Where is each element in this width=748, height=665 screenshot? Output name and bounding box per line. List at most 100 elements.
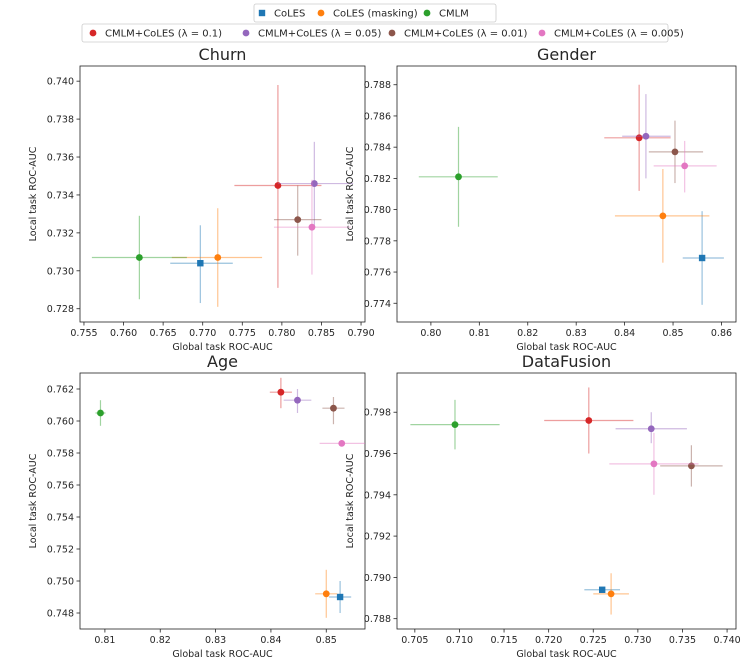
data-point-cmlm-coles-lambda-0005 bbox=[681, 162, 689, 170]
data-point-cmlm-coles-lambda-005 bbox=[310, 180, 318, 187]
y-tick-label: 0.798 bbox=[364, 408, 391, 419]
point-group-coles bbox=[170, 225, 233, 304]
legend-marker-coles bbox=[258, 9, 266, 17]
y-tick-label: 0.750 bbox=[47, 577, 74, 588]
legend-marker-cmlm-coles-lambda-005 bbox=[242, 29, 250, 37]
panel-frame bbox=[396, 372, 737, 630]
legend-entry-cmlm-coles-lambda-005: CMLM+CoLES (λ = 0.05) bbox=[242, 29, 382, 40]
y-tick-label: 0.762 bbox=[47, 385, 74, 396]
y-axis-label: Local task ROC-AUC bbox=[345, 453, 356, 548]
point-group-cmlm-coles-lambda-001 bbox=[322, 397, 345, 425]
x-tick-label: 0.80 bbox=[420, 328, 441, 339]
panel-title: Churn bbox=[199, 45, 247, 64]
point-group-cmlm-coles-lambda-005 bbox=[622, 94, 671, 179]
y-tick-label: 0.730 bbox=[47, 266, 74, 277]
x-tick-label: 0.790 bbox=[347, 328, 374, 339]
x-tick-label: 0.730 bbox=[624, 635, 651, 646]
y-tick-label: 0.736 bbox=[47, 153, 74, 164]
y-tick-label: 0.760 bbox=[47, 417, 74, 428]
y-axis-label: Local task ROC-AUC bbox=[28, 146, 39, 241]
data-point-cmlm-coles-lambda-001 bbox=[330, 404, 337, 412]
point-group-cmlm-coles-lambda-005 bbox=[277, 141, 354, 228]
data-point-cmlm bbox=[97, 409, 104, 417]
y-tick-label: 0.796 bbox=[364, 449, 391, 460]
panel-gender: Gender 0.80 0.81 0.82 0.83 0.84 0.85 0.86 0.774 0… bbox=[345, 45, 737, 353]
x-tick-label: 0.705 bbox=[401, 635, 428, 646]
legend-label: CMLM+CoLES (λ = 0.1) bbox=[105, 29, 222, 40]
x-tick-label: 0.82 bbox=[517, 328, 538, 339]
data-point-cmlm-coles-lambda-01 bbox=[274, 182, 282, 189]
data-point-coles bbox=[336, 593, 344, 601]
point-group-cmlm-coles-lambda-001 bbox=[660, 445, 723, 487]
point-group-cmlm-coles-lambda-01 bbox=[544, 387, 634, 454]
data-point-cmlm bbox=[455, 173, 462, 181]
legend-marker-cmlm bbox=[423, 9, 431, 17]
data-point-cmlm-coles-lambda-01 bbox=[635, 134, 643, 142]
legend-box-row1 bbox=[253, 3, 497, 23]
x-axis-label: Global task ROC-AUC bbox=[516, 649, 617, 660]
data-point-cmlm-coles-lambda-005 bbox=[647, 425, 655, 433]
point-group-cmlm-coles-lambda-001 bbox=[273, 185, 322, 256]
y-tick-label: 0.786 bbox=[364, 111, 391, 122]
y-tick-label: 0.754 bbox=[47, 513, 74, 524]
legend-marker-cmlm-coles-lambda-01 bbox=[89, 29, 97, 37]
y-tick-label: 0.780 bbox=[364, 205, 391, 216]
panel-datafusion: DataFusion 0.705 0.710 0.715 0.720 0.725 0.730… bbox=[345, 352, 741, 660]
y-tick-label: 0.734 bbox=[47, 190, 74, 201]
point-group-cmlm-coles-lambda-005 bbox=[283, 389, 312, 413]
point-group-cmlm-coles-lambda-0005 bbox=[653, 140, 717, 193]
point-group-cmlm bbox=[418, 126, 498, 227]
x-tick-label: 0.735 bbox=[669, 635, 696, 646]
legend-marker-cmlm-coles-lambda-0005 bbox=[538, 29, 546, 37]
data-point-coles bbox=[598, 586, 606, 593]
data-point-cmlm-coles-lambda-01 bbox=[277, 388, 285, 396]
y-tick-label: 0.794 bbox=[364, 490, 391, 501]
x-tick-label: 0.715 bbox=[490, 635, 517, 646]
panel-title: Gender bbox=[537, 45, 596, 64]
x-tick-label: 0.720 bbox=[535, 635, 562, 646]
point-group-cmlm-coles-lambda-0005 bbox=[273, 179, 351, 275]
x-tick-label: 0.775 bbox=[229, 328, 256, 339]
point-group-cmlm-coles-lambda-001 bbox=[648, 120, 704, 184]
data-point-coles-masking bbox=[659, 212, 667, 220]
point-group-cmlm bbox=[95, 400, 106, 426]
y-tick-label: 0.778 bbox=[364, 236, 391, 247]
panel-frame bbox=[79, 372, 366, 630]
panel-churn: Churn 0.755 0.760 0.765 0.770 0.775 0.780 0.785… bbox=[28, 45, 375, 353]
data-point-cmlm-coles-lambda-0005 bbox=[308, 223, 316, 231]
x-tick-label: 0.740 bbox=[713, 635, 740, 646]
legend-marker-coles-masking bbox=[317, 9, 325, 17]
legend-marker-cmlm-coles-lambda-001 bbox=[388, 29, 396, 37]
legend-entry-coles: CoLES bbox=[258, 9, 305, 20]
x-tick-label: 0.82 bbox=[150, 635, 171, 646]
point-group-cmlm-coles-lambda-0005 bbox=[319, 440, 365, 447]
point-group-coles bbox=[584, 586, 621, 593]
y-tick-label: 0.756 bbox=[47, 481, 74, 492]
legend-box-row2 bbox=[81, 23, 669, 43]
data-point-cmlm-coles-lambda-001 bbox=[671, 148, 679, 156]
y-axis-label: Local task ROC-AUC bbox=[345, 146, 356, 241]
legend-entry-cmlm: CMLM bbox=[423, 9, 469, 20]
y-tick-label: 0.774 bbox=[364, 299, 391, 310]
panel-age: Age 0.81 0.82 0.83 0.84 0.85 0.748 0.750 0.752 0.… bbox=[28, 352, 366, 660]
x-tick-label: 0.84 bbox=[260, 635, 281, 646]
data-point-cmlm-coles-lambda-0005 bbox=[338, 440, 346, 447]
y-tick-label: 0.776 bbox=[364, 268, 391, 279]
data-point-cmlm-coles-lambda-005 bbox=[294, 396, 301, 404]
point-group-cmlm bbox=[410, 399, 500, 450]
y-tick-label: 0.790 bbox=[364, 573, 391, 584]
x-tick-label: 0.85 bbox=[316, 635, 337, 646]
x-tick-label: 0.725 bbox=[580, 635, 607, 646]
y-tick-label: 0.740 bbox=[47, 77, 74, 88]
data-point-coles-masking bbox=[214, 254, 222, 261]
legend-label: CMLM+CoLES (λ = 0.05) bbox=[258, 29, 382, 40]
x-tick-label: 0.81 bbox=[94, 635, 115, 646]
point-group-coles-masking bbox=[315, 569, 338, 618]
x-tick-label: 0.85 bbox=[662, 328, 683, 339]
x-tick-label: 0.785 bbox=[308, 328, 335, 339]
x-tick-label: 0.755 bbox=[70, 328, 97, 339]
data-point-coles bbox=[197, 260, 204, 267]
legend-entry-coles-masking: CoLES (masking) bbox=[317, 9, 418, 20]
point-group-coles-masking bbox=[593, 573, 629, 615]
data-point-cmlm-coles-lambda-005 bbox=[642, 132, 650, 140]
